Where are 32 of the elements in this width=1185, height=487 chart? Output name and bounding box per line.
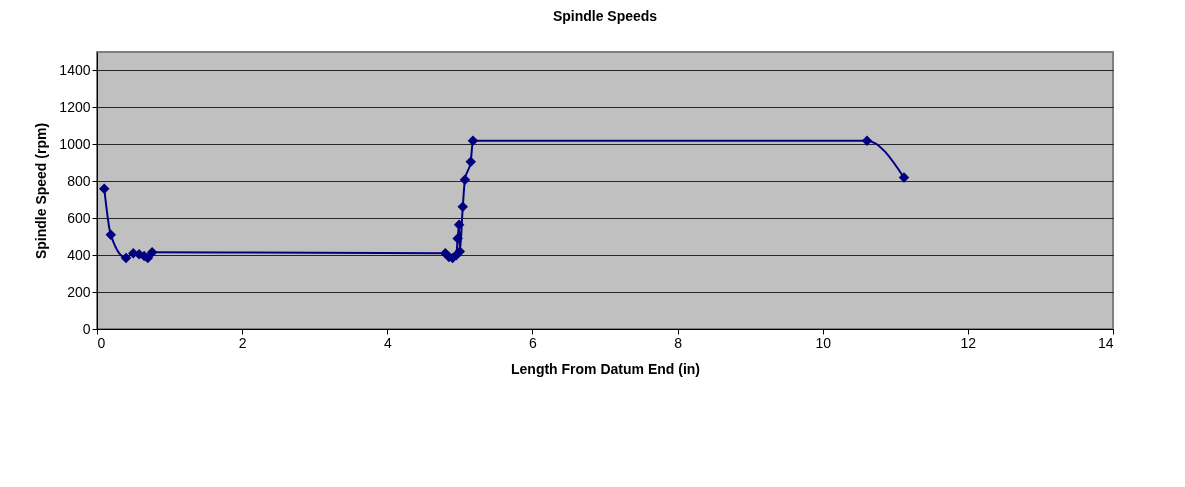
point [453,219,465,230]
point [465,156,476,167]
y-tick-label: 1000 [59,135,91,152]
point [452,233,463,244]
x-tick-label: 8 [674,334,683,351]
x-axis-title: Length From Datum End (in) [511,360,700,377]
point [454,246,466,257]
x-tick-label: 10 [815,334,832,351]
y-tick-label: 200 [67,283,91,300]
y-tick-label: 600 [67,209,91,226]
y-tick-label: 400 [67,246,91,263]
point [146,247,158,258]
point [120,252,132,264]
point [467,135,479,146]
y-tick-label: 1200 [59,98,91,115]
point [99,183,110,194]
point [457,201,468,212]
x-tick-label: 12 [960,334,977,351]
y-tick-label: 1400 [59,61,91,78]
point [105,229,117,241]
x-tick-label: 14 [1097,334,1114,351]
x-tick-label: 0 [97,334,106,351]
x-tick-label: 2 [238,334,247,351]
y-tick-label: 0 [82,320,91,337]
x-tick-label: 4 [383,334,392,351]
y-axis-title: Spindle Speed (rpm) [33,122,50,260]
chart-title: Spindle Speeds [552,8,658,24]
point [459,174,471,186]
point [861,135,873,146]
point [898,172,910,183]
x-tick-label: 6 [529,334,538,351]
y-tick-label: 800 [67,172,91,189]
